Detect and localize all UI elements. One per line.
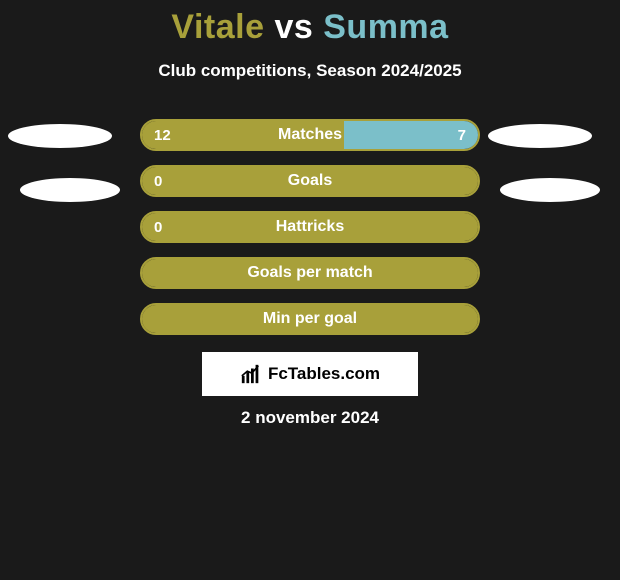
player1-name: Vitale <box>171 8 264 46</box>
stat-row: Goals per match <box>140 257 480 289</box>
date-text: 2 november 2024 <box>0 408 620 428</box>
source-badge-text: FcTables.com <box>268 364 380 384</box>
stat-row: Min per goal <box>140 303 480 335</box>
infographic-container: Vitale vs Summa Club competitions, Seaso… <box>0 0 620 580</box>
player2-name: Summa <box>323 8 448 46</box>
stat-row: Hattricks0 <box>140 211 480 243</box>
player-photo-placeholder <box>500 178 600 202</box>
stat-label: Goals per match <box>142 259 478 287</box>
player-photo-placeholder <box>488 124 592 148</box>
chart-icon <box>240 363 262 385</box>
stat-value-right: 7 <box>458 121 466 149</box>
stat-label: Matches <box>142 121 478 149</box>
stat-row: Matches12 7 <box>140 119 480 151</box>
page-title: Vitale vs Summa <box>0 0 620 47</box>
stat-label: Min per goal <box>142 305 478 333</box>
subtitle: Club competitions, Season 2024/2025 <box>0 61 620 81</box>
stat-value-left: 0 <box>154 167 162 195</box>
stat-label: Hattricks <box>142 213 478 241</box>
stat-row: Goals0 <box>140 165 480 197</box>
source-badge[interactable]: FcTables.com <box>202 352 418 396</box>
stat-label: Goals <box>142 167 478 195</box>
stat-value-left: 0 <box>154 213 162 241</box>
player-photo-placeholder <box>20 178 120 202</box>
stat-value-left: 12 <box>154 121 171 149</box>
player-photo-placeholder <box>8 124 112 148</box>
stats-rows: Matches127Goals0Hattricks0Goals per matc… <box>0 119 620 335</box>
vs-text: vs <box>274 8 313 46</box>
